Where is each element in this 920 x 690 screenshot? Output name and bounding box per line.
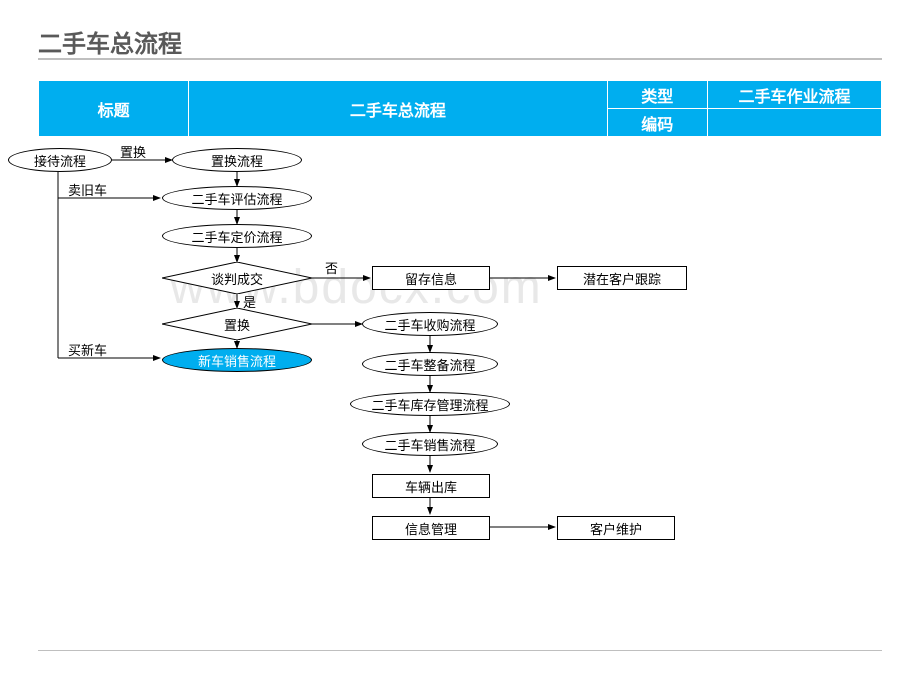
flowchart: 置换 卖旧车 买新车 否 是 接待流程 置换流程 二手车评估流程 二手车定价流程… [0, 138, 920, 658]
header-type-value: 二手车作业流程 [708, 81, 882, 109]
node-keep: 留存信息 [372, 266, 490, 290]
header-code-label: 编码 [607, 109, 707, 137]
header-col1: 标题 [39, 81, 189, 137]
edge-label-buynew: 买新车 [68, 340, 107, 359]
header-col2: 二手车总流程 [189, 81, 607, 137]
header-table: 标题 二手车总流程 类型 二手车作业流程 编码 [38, 80, 882, 137]
node-replace2: 置换 [162, 308, 312, 340]
node-eval: 二手车评估流程 [162, 186, 312, 210]
header-code-value [708, 109, 882, 137]
node-potential: 潜在客户跟踪 [557, 266, 687, 290]
node-pricing: 二手车定价流程 [162, 224, 312, 248]
node-deal: 谈判成交 [162, 262, 312, 294]
node-replace2-label: 置换 [224, 315, 250, 334]
page-title: 二手车总流程 [38, 24, 182, 59]
node-prep: 二手车整备流程 [362, 352, 498, 376]
node-info: 信息管理 [372, 516, 490, 540]
edge-label-replace: 置换 [120, 142, 146, 161]
edge-label-sellold: 卖旧车 [68, 180, 107, 199]
node-outbound: 车辆出库 [372, 474, 490, 498]
node-reception: 接待流程 [8, 148, 112, 172]
node-replace-proc: 置换流程 [172, 148, 302, 172]
node-deal-label: 谈判成交 [211, 269, 263, 288]
edge-label-no: 否 [325, 258, 338, 277]
node-newcar: 新车销售流程 [162, 348, 312, 372]
node-inventory: 二手车库存管理流程 [350, 392, 510, 416]
title-divider [38, 58, 882, 60]
node-sales: 二手车销售流程 [362, 432, 498, 456]
header-type-label: 类型 [607, 81, 707, 109]
node-maintain: 客户维护 [557, 516, 675, 540]
node-purchase: 二手车收购流程 [362, 312, 498, 336]
